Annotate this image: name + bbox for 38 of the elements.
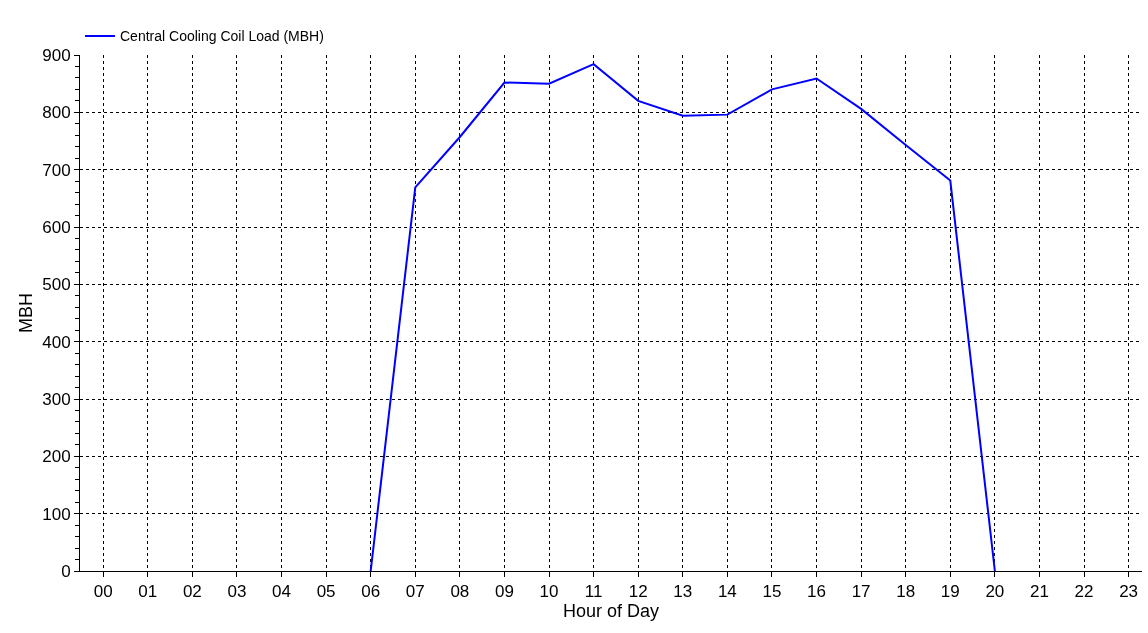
y-tick-label: 600 bbox=[42, 217, 71, 237]
x-axis-title: Hour of Day bbox=[562, 601, 660, 622]
y-tick-label: 100 bbox=[42, 504, 71, 524]
x-tick-label: 04 bbox=[272, 582, 291, 602]
x-tick-label: 16 bbox=[807, 582, 826, 602]
y-tick-label: 400 bbox=[42, 332, 71, 352]
x-tick-label: 21 bbox=[1030, 582, 1049, 602]
x-tick-label: 10 bbox=[539, 582, 559, 602]
y-tick-label: 800 bbox=[42, 103, 71, 123]
x-tick-label: 03 bbox=[227, 582, 247, 602]
x-tick-label: 08 bbox=[450, 582, 470, 602]
x-tick-label: 09 bbox=[494, 582, 514, 602]
x-tick-label: 02 bbox=[182, 582, 202, 602]
x-tick-label: 06 bbox=[361, 582, 381, 602]
y-axis-title: MBH bbox=[16, 293, 37, 333]
y-tick-label: 0 bbox=[61, 561, 71, 581]
x-tick-label: 13 bbox=[673, 582, 693, 602]
y-tick-label: 700 bbox=[42, 160, 71, 180]
x-tick-label: 19 bbox=[940, 582, 960, 602]
x-tick-label: 01 bbox=[138, 582, 158, 602]
line-series bbox=[369, 63, 996, 571]
x-tick-label: 20 bbox=[985, 582, 1005, 602]
y-tick-label: 300 bbox=[42, 389, 71, 409]
x-tick-label: 00 bbox=[93, 582, 113, 602]
x-tick-label: 05 bbox=[316, 582, 336, 602]
x-tick-label: 22 bbox=[1074, 582, 1094, 602]
x-tick-label: 15 bbox=[762, 582, 782, 602]
legend-label: Central Cooling Coil Load (MBH) bbox=[120, 28, 324, 45]
x-tick-label: 12 bbox=[628, 582, 648, 602]
x-tick-label: 07 bbox=[405, 582, 425, 602]
x-tick-label: 17 bbox=[851, 582, 871, 602]
x-tick-label: 18 bbox=[896, 582, 916, 602]
x-tick-label: 11 bbox=[584, 582, 603, 602]
x-tick-label: 14 bbox=[717, 582, 737, 602]
y-tick-label: 900 bbox=[42, 45, 71, 65]
x-tick-label: 23 bbox=[1119, 582, 1139, 602]
y-tick-label: 200 bbox=[42, 447, 71, 467]
y-tick-label: 500 bbox=[42, 275, 71, 295]
